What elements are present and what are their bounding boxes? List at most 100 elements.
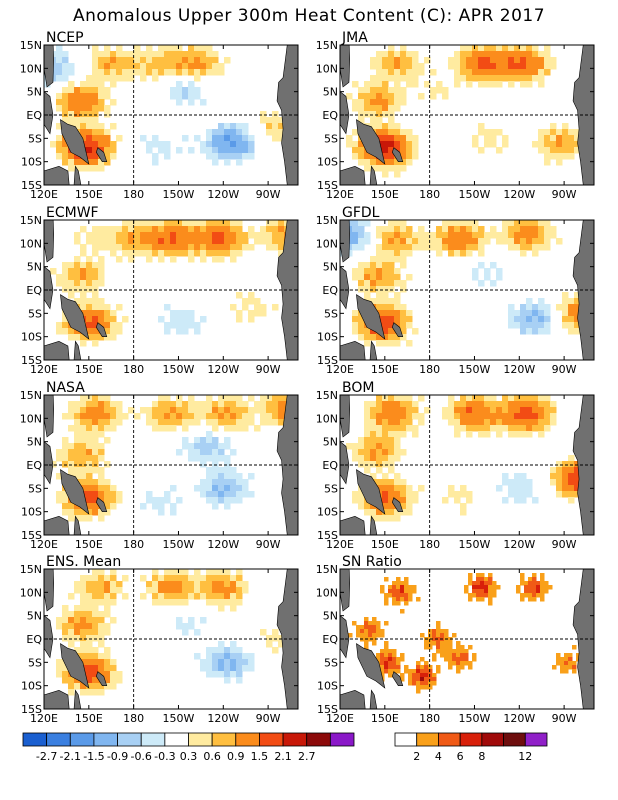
- lat-tick-label: 10S: [317, 156, 338, 169]
- land-mass: [44, 395, 55, 438]
- colorbar-swatch: [117, 732, 142, 747]
- lat-tick-label: 15N: [316, 39, 338, 52]
- lat-tick-label: 5N: [323, 261, 338, 274]
- land-mass: [276, 395, 298, 535]
- lon-tick-label: 150E: [371, 712, 399, 725]
- lon-tick-label: 150E: [371, 188, 399, 201]
- colorbar-swatch: [524, 732, 548, 747]
- land-mass: [73, 340, 82, 360]
- lon-tick-label: 90W: [552, 538, 577, 551]
- land-mass: [391, 147, 404, 162]
- lat-tick-label: 15N: [316, 563, 338, 576]
- lon-tick-label: 90W: [256, 363, 281, 376]
- colorbar-swatch: [235, 732, 260, 747]
- lon-tick-label: 120W: [503, 363, 535, 376]
- lat-tick-label: 10N: [316, 412, 338, 425]
- land-mass: [60, 643, 90, 689]
- land-mass: [340, 91, 350, 135]
- colorbar-label: 2.1: [274, 750, 292, 763]
- lat-tick-label: 10N: [20, 586, 42, 599]
- colorbar-label: -2.7: [36, 750, 57, 763]
- lat-tick-label: 10N: [316, 237, 338, 250]
- panel-title: ECMWF: [46, 205, 99, 221]
- lon-tick-label: 120E: [326, 712, 354, 725]
- colorbar-swatch: [394, 732, 418, 747]
- lat-tick-label: 5N: [323, 436, 338, 449]
- land-mass: [95, 147, 108, 162]
- lat-tick-label: EQ: [26, 109, 42, 122]
- colorbar-label: -2.1: [60, 750, 81, 763]
- lon-tick-label: 150E: [75, 188, 103, 201]
- lon-tick-label: 90W: [552, 712, 577, 725]
- lon-tick-label: 150W: [163, 363, 195, 376]
- colorbar-label: 0.9: [227, 750, 245, 763]
- lat-tick-label: 5S: [324, 656, 338, 669]
- colorbar-label: 1.5: [251, 750, 269, 763]
- lon-tick-label: 150E: [75, 712, 103, 725]
- field: [340, 395, 594, 535]
- colorbar-swatch: [329, 732, 355, 747]
- lat-tick-label: 5N: [27, 436, 42, 449]
- panel-title: ENS. Mean: [46, 554, 121, 570]
- land-mass: [73, 165, 82, 185]
- lon-tick-label: 120W: [503, 188, 535, 201]
- lon-tick-label: 120E: [326, 363, 354, 376]
- lat-tick-label: 5S: [28, 132, 42, 145]
- lon-tick-label: 120W: [503, 712, 535, 725]
- colorbar-swatch: [140, 732, 166, 747]
- lat-tick-label: 10S: [21, 506, 42, 519]
- land-mass: [369, 340, 378, 360]
- colorbar-label: -0.9: [107, 750, 128, 763]
- lat-tick-label: 10S: [317, 506, 338, 519]
- lon-tick-label: 90W: [552, 188, 577, 201]
- land-mass: [95, 671, 108, 686]
- land-mass: [95, 497, 108, 512]
- land-mass: [356, 119, 386, 165]
- land-mass: [391, 671, 404, 686]
- lon-tick-label: 150E: [371, 363, 399, 376]
- land-mass: [44, 516, 70, 535]
- lat-tick-label: EQ: [322, 459, 338, 472]
- lon-tick-label: 120E: [326, 188, 354, 201]
- field: [44, 45, 298, 185]
- lon-tick-label: 90W: [256, 538, 281, 551]
- lat-tick-label: 5S: [324, 482, 338, 495]
- land-mass: [44, 615, 54, 659]
- colorbar-swatch: [69, 732, 95, 747]
- lat-tick-label: 10S: [21, 156, 42, 169]
- colorbar-swatch: [459, 732, 483, 747]
- lat-tick-label: 15S: [317, 529, 338, 542]
- lon-tick-label: 150W: [459, 188, 491, 201]
- panel-title: JMA: [341, 30, 368, 46]
- lat-tick-label: 5S: [28, 482, 42, 495]
- lat-tick-label: 10N: [316, 586, 338, 599]
- land-mass: [60, 469, 90, 515]
- lon-tick-label: 180: [123, 712, 144, 725]
- lon-tick-label: 120W: [207, 538, 239, 551]
- lon-tick-label: 120E: [30, 188, 58, 201]
- lat-tick-label: 15S: [317, 703, 338, 716]
- lat-tick-label: 5S: [324, 132, 338, 145]
- land-mass: [44, 569, 55, 612]
- colorbar-anomaly: -2.7 -2.1 -1.5 -0.9 -0.6 -0.3 0.3 0.6 0.9 1.5 2.1 2…: [22, 732, 355, 763]
- colorbar-sn-ratio: 2 4 6 8 12: [394, 732, 548, 763]
- lat-tick-label: 10N: [20, 237, 42, 250]
- lat-tick-label: 5N: [323, 610, 338, 623]
- land-mass: [340, 166, 366, 185]
- colorbar-label: 2: [413, 750, 420, 763]
- lon-tick-label: 120W: [207, 188, 239, 201]
- lat-tick-label: 5N: [323, 86, 338, 99]
- land-mass: [60, 294, 90, 340]
- panel-title: GFDL: [342, 205, 380, 221]
- field: [44, 569, 298, 709]
- land-mass: [340, 690, 366, 709]
- lon-tick-label: 180: [123, 538, 144, 551]
- lat-tick-label: 15S: [21, 354, 42, 367]
- lat-tick-label: EQ: [26, 459, 42, 472]
- land-mass: [44, 91, 54, 135]
- land-mass: [572, 220, 594, 360]
- field: [44, 395, 298, 535]
- land-mass: [44, 441, 54, 485]
